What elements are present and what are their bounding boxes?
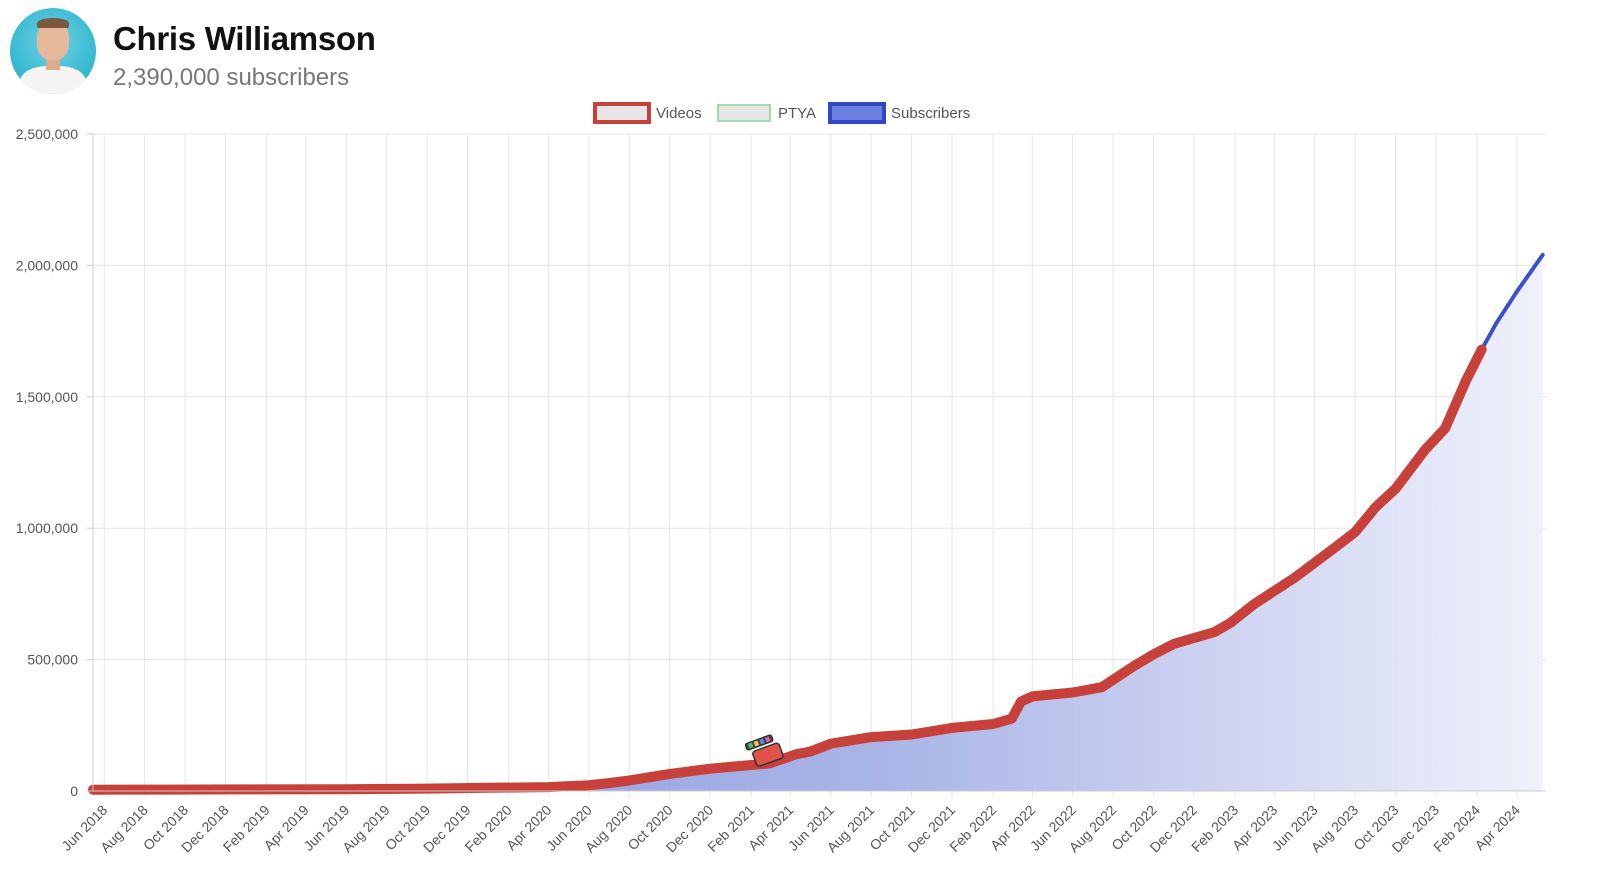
videos-line[interactable]	[88, 344, 1487, 795]
y-tick-label: 2,000,000	[16, 257, 78, 273]
legend-label-subscribers: Subscribers	[891, 105, 970, 122]
y-tick-label: 500,000	[27, 652, 78, 668]
legend-item-subscribers[interactable]: Subscribers	[828, 102, 970, 124]
legend-item-videos[interactable]: Videos	[593, 102, 702, 124]
channel-header: Chris Williamson 2,390,000 subscribers	[10, 8, 710, 98]
legend-label-ptya: PTYA	[778, 105, 816, 122]
y-tick-label: 2,500,000	[16, 126, 78, 142]
chart-legend: Videos PTYA Subscribers	[593, 102, 970, 124]
subscriber-area	[93, 254, 1543, 791]
video-badge-icon[interactable]	[744, 733, 784, 768]
channel-name: Chris Williamson	[113, 20, 376, 57]
legend-label-videos: Videos	[656, 105, 702, 122]
chart-lines	[88, 252, 1545, 795]
subscribers-line[interactable]	[1479, 252, 1545, 352]
y-tick-label: 1,000,000	[16, 520, 78, 536]
person-avatar-icon[interactable]	[10, 8, 96, 94]
y-tick-label: 0	[70, 783, 78, 799]
subscriber-count: 2,390,000 subscribers	[113, 64, 350, 91]
legend-item-ptya[interactable]: PTYA	[717, 104, 816, 122]
y-tick-label: 1,500,000	[16, 389, 78, 405]
subscriber-area-fill	[93, 254, 1543, 791]
y-axis: 0 500,000 1,000,000 1,500,000 2,000,000 2,500…	[16, 126, 94, 799]
